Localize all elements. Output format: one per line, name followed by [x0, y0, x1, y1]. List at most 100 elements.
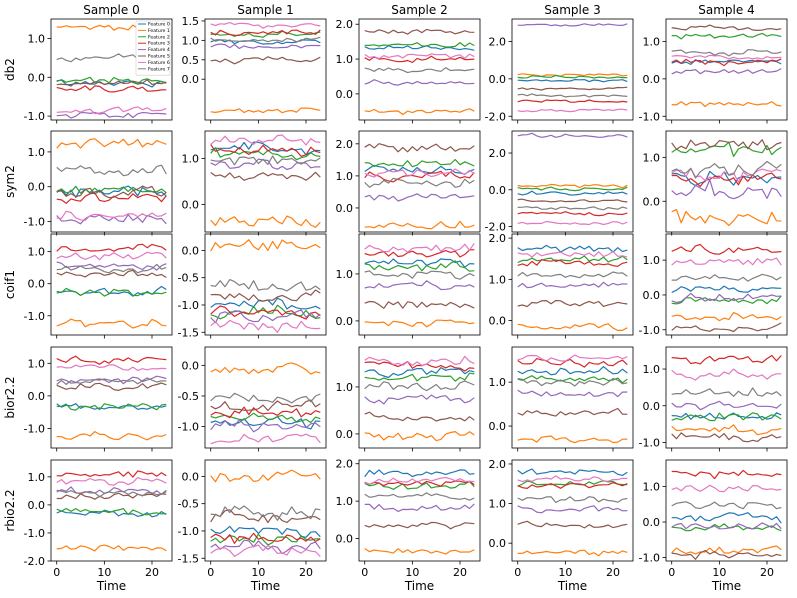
- series-line-feature-5: [210, 399, 321, 412]
- series-line-feature-1: [671, 545, 782, 555]
- subplot-r1-c1: 0.0 1.0: [182, 130, 327, 236]
- series-line-feature-3: [210, 406, 321, 419]
- subplot-r3-c3: 0.0 1.0: [489, 346, 634, 452]
- series-line-feature-1: [671, 101, 782, 108]
- series-line-feature-3: [364, 480, 475, 487]
- series-line-feature-2: [517, 186, 628, 192]
- series-line-feature-5: [56, 185, 167, 199]
- series-line-feature-7: [671, 160, 782, 179]
- series-line-feature-7: [210, 279, 321, 292]
- series-line-feature-5: [210, 56, 321, 65]
- subplot-r3-c4: -1.0 0.0 1.0: [639, 346, 788, 452]
- column-title: Sample 4: [698, 3, 754, 17]
- series-line-feature-5: [56, 269, 167, 279]
- series-line-feature-2: [56, 507, 167, 516]
- series-line-feature-0: [671, 512, 782, 524]
- y-tick-label: -1.0: [639, 324, 660, 337]
- x-tick-label: 20: [299, 566, 313, 579]
- y-tick-label: -1.0: [24, 110, 45, 123]
- axes-frame: [665, 459, 788, 562]
- y-tick-label: -1.0: [178, 299, 199, 312]
- x-tick-label: 10: [712, 566, 726, 579]
- series-line-feature-5: [517, 86, 628, 91]
- axes-frame: [50, 346, 173, 449]
- y-tick-label: 0.0: [489, 420, 507, 433]
- series-line-feature-7: [210, 155, 321, 166]
- row-label: sym2: [3, 165, 17, 198]
- series-line-feature-3: [210, 29, 321, 37]
- series-group: [210, 239, 321, 333]
- y-tick-label: 0.0: [182, 198, 200, 211]
- series-line-feature-5: [671, 432, 782, 443]
- series-line-feature-1: [517, 549, 628, 557]
- series-line-feature-3: [56, 470, 167, 478]
- series-line-feature-3: [364, 170, 475, 183]
- series-line-feature-4: [210, 419, 321, 433]
- y-tick-label: 0.0: [28, 181, 46, 194]
- series-line-feature-6: [364, 53, 475, 60]
- series-line-feature-6: [56, 476, 167, 486]
- y-tick-label: 0.0: [489, 315, 507, 328]
- axes-frame: [50, 18, 173, 121]
- series-group: [517, 132, 628, 226]
- y-tick-label: 1.0: [336, 495, 354, 508]
- series-line-feature-2: [210, 412, 321, 424]
- series-line-feature-2: [517, 480, 628, 487]
- series-line-feature-1: [671, 209, 782, 227]
- series-line-feature-0: [56, 403, 167, 410]
- legend-entry: Feature 0: [148, 22, 170, 28]
- series-line-feature-1: [517, 435, 628, 444]
- y-tick-label: 1.0: [182, 153, 200, 166]
- y-tick-label: 2.0: [489, 232, 507, 245]
- series-line-feature-4: [517, 389, 628, 398]
- series-line-feature-0: [210, 141, 321, 156]
- series-line-feature-7: [210, 505, 321, 521]
- series-group: [210, 469, 321, 557]
- y-tick-label: 2.0: [336, 458, 354, 471]
- series-line-feature-7: [517, 378, 628, 387]
- series-line-feature-6: [517, 475, 628, 483]
- series-line-feature-1: [671, 312, 782, 322]
- series-line-feature-2: [56, 287, 167, 297]
- series-line-feature-3: [671, 469, 782, 480]
- series-line-feature-3: [517, 358, 628, 368]
- axes-frame: [50, 130, 173, 233]
- axes-frame: [511, 18, 634, 121]
- x-tick-label: 20: [760, 566, 774, 579]
- series-line-feature-5: [517, 407, 628, 417]
- subplot-r0-c2: 0.0 1.0 2.0: [336, 18, 481, 124]
- series-line-feature-2: [671, 412, 782, 422]
- series-line-feature-0: [364, 367, 475, 379]
- series-group: [56, 138, 167, 225]
- series-line-feature-6: [671, 368, 782, 381]
- subplot-r0-c1: 0.0 0.5 1.0 1.5: [182, 15, 327, 124]
- y-tick-label: -1.0: [639, 436, 660, 449]
- y-tick-label: 1.0: [643, 151, 661, 164]
- series-line-feature-1: [210, 215, 321, 228]
- series-line-feature-6: [364, 355, 475, 366]
- series-line-feature-4: [210, 309, 321, 324]
- legend-entry: Feature 6: [148, 60, 170, 66]
- series-line-feature-0: [210, 525, 321, 538]
- series-line-feature-3: [210, 532, 321, 544]
- legend-entry: Feature 5: [148, 54, 170, 60]
- series-line-feature-6: [517, 354, 628, 362]
- series-line-feature-7: [364, 380, 475, 392]
- subplot-r3-c1: -1.0 -0.5 0.0: [178, 346, 327, 452]
- series-line-feature-3: [671, 243, 782, 255]
- series-line-feature-7: [517, 271, 628, 279]
- series-line-feature-2: [364, 372, 475, 382]
- series-group: [671, 354, 782, 443]
- series-line-feature-4: [671, 292, 782, 304]
- series-group: [517, 354, 628, 444]
- series-line-feature-2: [517, 255, 628, 264]
- y-tick-label: 1.5: [182, 15, 200, 28]
- series-line-feature-5: [671, 139, 782, 151]
- axes-frame: [665, 346, 788, 449]
- subplot-r1-c3: -2.0 0.0 2.0: [485, 130, 634, 236]
- series-line-feature-5: [517, 198, 628, 203]
- series-line-feature-0: [364, 469, 475, 478]
- series-line-feature-6: [364, 168, 475, 178]
